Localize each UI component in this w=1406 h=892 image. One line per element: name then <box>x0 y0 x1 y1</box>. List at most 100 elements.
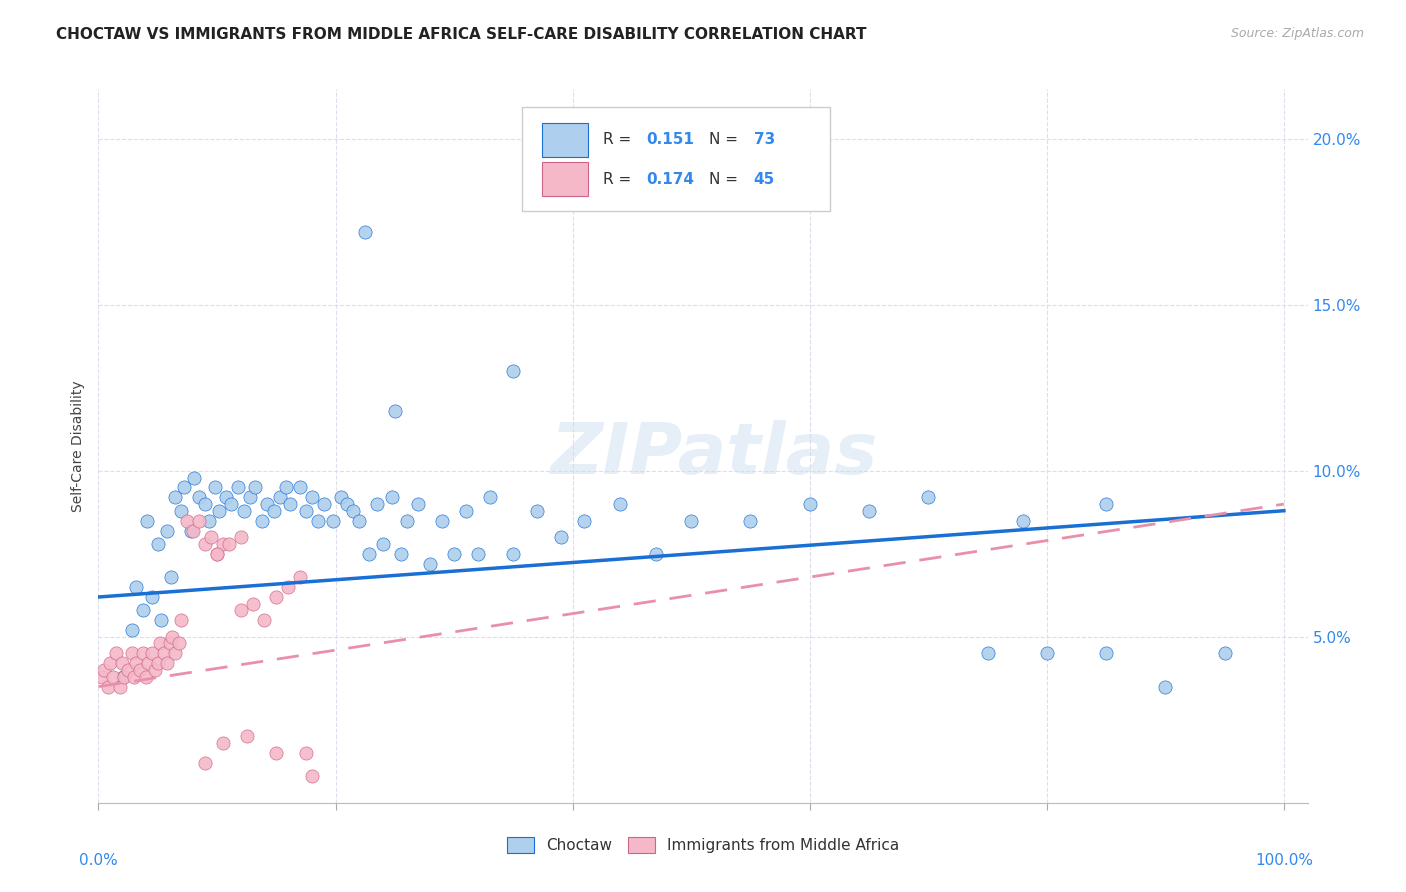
Point <box>976 647 998 661</box>
Point <box>301 769 323 783</box>
Point <box>307 514 329 528</box>
Y-axis label: Self-Care Disability: Self-Care Disability <box>70 380 84 512</box>
Point <box>212 537 235 551</box>
FancyBboxPatch shape <box>543 123 588 157</box>
Point <box>264 746 287 760</box>
Point <box>205 547 228 561</box>
Point <box>208 504 231 518</box>
Point <box>146 537 169 551</box>
Text: 100.0%: 100.0% <box>1256 853 1313 868</box>
Point <box>347 514 370 528</box>
Point <box>395 514 418 528</box>
FancyBboxPatch shape <box>543 162 588 196</box>
Point <box>156 657 179 671</box>
Point <box>101 670 124 684</box>
Point <box>136 514 159 528</box>
Point <box>149 636 172 650</box>
Point <box>644 547 666 561</box>
Point <box>229 603 252 617</box>
Point <box>165 647 187 661</box>
Point <box>243 481 266 495</box>
Text: 0.174: 0.174 <box>647 171 695 186</box>
Point <box>125 657 148 671</box>
Point <box>121 624 143 638</box>
Point <box>132 603 155 617</box>
Point <box>194 756 217 770</box>
Text: 0.151: 0.151 <box>647 132 695 147</box>
Point <box>150 613 173 627</box>
Point <box>467 547 489 561</box>
Point <box>141 647 163 661</box>
Point <box>256 497 278 511</box>
Point <box>681 514 703 528</box>
Point <box>235 730 257 744</box>
Point <box>1095 497 1118 511</box>
Point <box>408 497 430 511</box>
Point <box>93 663 115 677</box>
Point <box>502 364 524 378</box>
Point <box>280 497 302 511</box>
Text: 0.0%: 0.0% <box>79 853 118 868</box>
Point <box>371 537 394 551</box>
Point <box>152 647 174 661</box>
Text: 45: 45 <box>754 171 775 186</box>
Point <box>125 580 148 594</box>
Point <box>263 504 285 518</box>
Point <box>381 491 404 505</box>
Text: N =: N = <box>709 132 742 147</box>
Point <box>146 657 169 671</box>
Point <box>330 491 353 505</box>
Point <box>389 547 412 561</box>
Point <box>160 630 183 644</box>
Point <box>301 491 323 505</box>
Point <box>342 504 364 518</box>
Point <box>366 497 388 511</box>
Point <box>159 636 181 650</box>
Text: ZIPatlas: ZIPatlas <box>551 420 879 489</box>
Point <box>135 670 157 684</box>
Point <box>173 481 195 495</box>
Point <box>204 481 226 495</box>
Point <box>1012 514 1035 528</box>
Point <box>114 670 136 684</box>
Point <box>159 570 181 584</box>
Text: R =: R = <box>603 132 636 147</box>
Point <box>226 481 249 495</box>
Point <box>253 613 276 627</box>
FancyBboxPatch shape <box>522 107 830 211</box>
Point <box>212 736 235 750</box>
Point <box>269 491 291 505</box>
Point <box>274 481 297 495</box>
Point <box>194 537 217 551</box>
Point <box>122 670 145 684</box>
Point <box>167 636 190 650</box>
Point <box>740 514 762 528</box>
Point <box>419 557 441 571</box>
Point <box>205 547 228 561</box>
Point <box>156 524 179 538</box>
Point <box>1036 647 1059 661</box>
Point <box>799 497 821 511</box>
Text: 73: 73 <box>754 132 775 147</box>
Point <box>98 657 121 671</box>
Point <box>288 481 311 495</box>
Point <box>288 570 311 584</box>
Point <box>312 497 335 511</box>
Point <box>1095 647 1118 661</box>
Point <box>117 663 139 677</box>
Point <box>180 524 202 538</box>
Point <box>432 514 454 528</box>
Point <box>188 491 211 505</box>
Point <box>129 663 152 677</box>
Point <box>550 530 572 544</box>
Point <box>111 657 134 671</box>
Point <box>384 404 406 418</box>
Point <box>917 491 939 505</box>
Point <box>181 524 204 538</box>
Point <box>250 514 273 528</box>
Point <box>322 514 344 528</box>
Point <box>233 504 256 518</box>
Point <box>1154 680 1177 694</box>
Point <box>215 491 238 505</box>
Text: N =: N = <box>709 171 742 186</box>
